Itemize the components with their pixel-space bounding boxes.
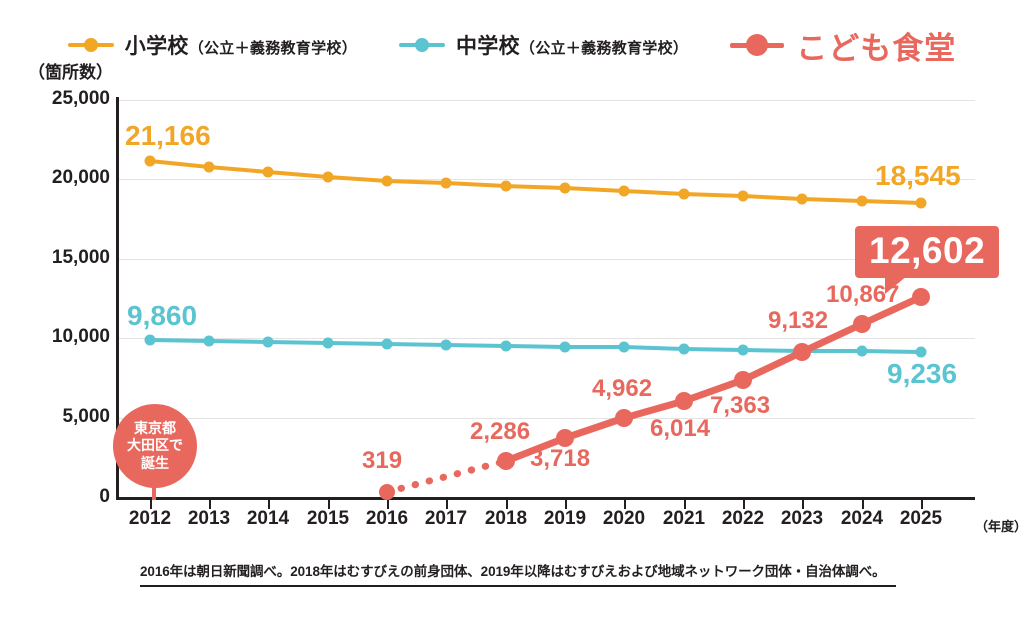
y-tick-label-20000: 20,000 <box>51 167 110 188</box>
legend-item-kodomo-shokudo: こども食堂 <box>730 23 956 68</box>
birth-annotation-stem-icon <box>152 480 156 500</box>
x-tick-label-2016: 2016 <box>365 508 409 529</box>
value-label-kodomo-2022: 7,363 <box>710 392 771 419</box>
series-line-kodomo-shokudo <box>502 293 925 465</box>
series-points-elementary-school <box>144 155 927 209</box>
y-axis-unit-label: （箇所数） <box>28 63 113 82</box>
x-tick-label-2022: 2022 <box>721 508 765 529</box>
x-tick-label-2015: 2015 <box>306 508 350 529</box>
y-tick-label-15000: 15,000 <box>51 247 110 268</box>
birth-annotation-line-1: 東京都 <box>134 420 176 437</box>
x-tick-label-2014: 2014 <box>246 508 290 529</box>
legend-item-elementary-school: 小学校（公立＋義務教育学校） <box>67 30 357 60</box>
x-tick-label-2025: 2025 <box>899 508 943 529</box>
value-label-kodomo-2016: 319 <box>362 447 403 474</box>
y-tick-label-25000: 25,000 <box>51 88 110 109</box>
gridline-5000 <box>118 418 975 419</box>
value-label-kodomo-2023: 9,132 <box>768 307 829 334</box>
x-tick-label-2023: 2023 <box>780 508 824 529</box>
x-tick-label-2019: 2019 <box>543 508 587 529</box>
x-tick-label-2021: 2021 <box>662 508 706 529</box>
gridline-20000 <box>118 179 975 180</box>
series-line-junior-high-school <box>148 338 923 354</box>
x-axis-line <box>116 497 975 500</box>
gridline-15000 <box>118 259 975 260</box>
x-tick-label-2017: 2017 <box>424 508 468 529</box>
footnote-text: 2016年は朝日新聞調べ。2018年はむすびえの前身団体、2019年以降はむすび… <box>140 564 886 579</box>
footnote-rule <box>140 585 896 587</box>
legend-label-junior-main: 中学校 <box>456 35 520 58</box>
gridline-25000 <box>118 100 975 101</box>
legend-item-junior-high-school: 中学校（公立＋義務教育学校） <box>399 30 688 60</box>
value-label-kodomo-2021: 6,014 <box>650 415 711 442</box>
value-label-kodomo-2020: 4,962 <box>592 375 653 402</box>
birth-annotation-bubble: 東京都 大田区で 誕生 <box>113 404 197 488</box>
legend-label-elementary-school: 小学校（公立＋義務教育学校） <box>125 30 357 60</box>
x-tick-label-2018: 2018 <box>484 508 528 529</box>
callout-kodomo-2025: 12,602 <box>855 226 1000 294</box>
legend-label-kodomo-shokudo: こども食堂 <box>796 30 957 66</box>
legend-label-junior-high-school: 中学校（公立＋義務教育学校） <box>456 30 688 60</box>
value-label-junior-2025: 9,236 <box>887 358 958 389</box>
chart-footnote: 2016年は朝日新聞調べ。2018年はむすびえの前身団体、2019年以降はむすび… <box>140 560 900 587</box>
value-label-elementary-2025: 18,545 <box>875 160 961 191</box>
value-label-kodomo-2019: 3,718 <box>530 445 591 472</box>
legend-label-elementary-sub: （公立＋義務教育学校） <box>188 40 357 57</box>
legend-marker-kodomo-shokudo-icon <box>730 33 785 57</box>
series-points-kodomo-shokudo <box>379 288 930 500</box>
series-line-elementary-school <box>148 159 923 205</box>
x-tick-label-2020: 2020 <box>602 508 646 529</box>
callout-value: 12,602 <box>869 230 986 271</box>
value-label-elementary-2012: 21,166 <box>125 120 211 151</box>
legend-marker-elementary-school-icon <box>67 36 114 54</box>
chart-legend: 小学校（公立＋義務教育学校） 中学校（公立＋義務教育学校） こども食堂 <box>0 22 1024 68</box>
y-tick-label-0: 0 <box>99 486 110 507</box>
x-axis-unit-label: （年度） <box>975 519 1024 534</box>
gridline-10000 <box>118 338 975 339</box>
callout-tail-icon <box>885 275 907 294</box>
y-tick-label-10000: 10,000 <box>51 326 110 347</box>
x-tick-label-2024: 2024 <box>840 508 884 529</box>
legend-label-elementary-main: 小学校 <box>124 35 189 58</box>
series-points-junior-high-school <box>144 334 927 358</box>
series-line-kodomo-dashed <box>383 457 510 496</box>
x-tick-label-2012: 2012 <box>128 508 172 529</box>
legend-label-junior-sub: （公立＋義務教育学校） <box>519 40 689 57</box>
legend-marker-junior-high-school-icon <box>399 36 445 54</box>
x-tick-label-2013: 2013 <box>187 508 231 529</box>
value-label-kodomo-2018: 2,286 <box>470 418 531 445</box>
y-tick-label-5000: 5,000 <box>62 406 110 427</box>
birth-annotation-line-3: 誕生 <box>141 454 169 471</box>
value-label-junior-2012: 9,860 <box>127 300 198 331</box>
birth-annotation-line-2: 大田区で <box>127 437 183 454</box>
